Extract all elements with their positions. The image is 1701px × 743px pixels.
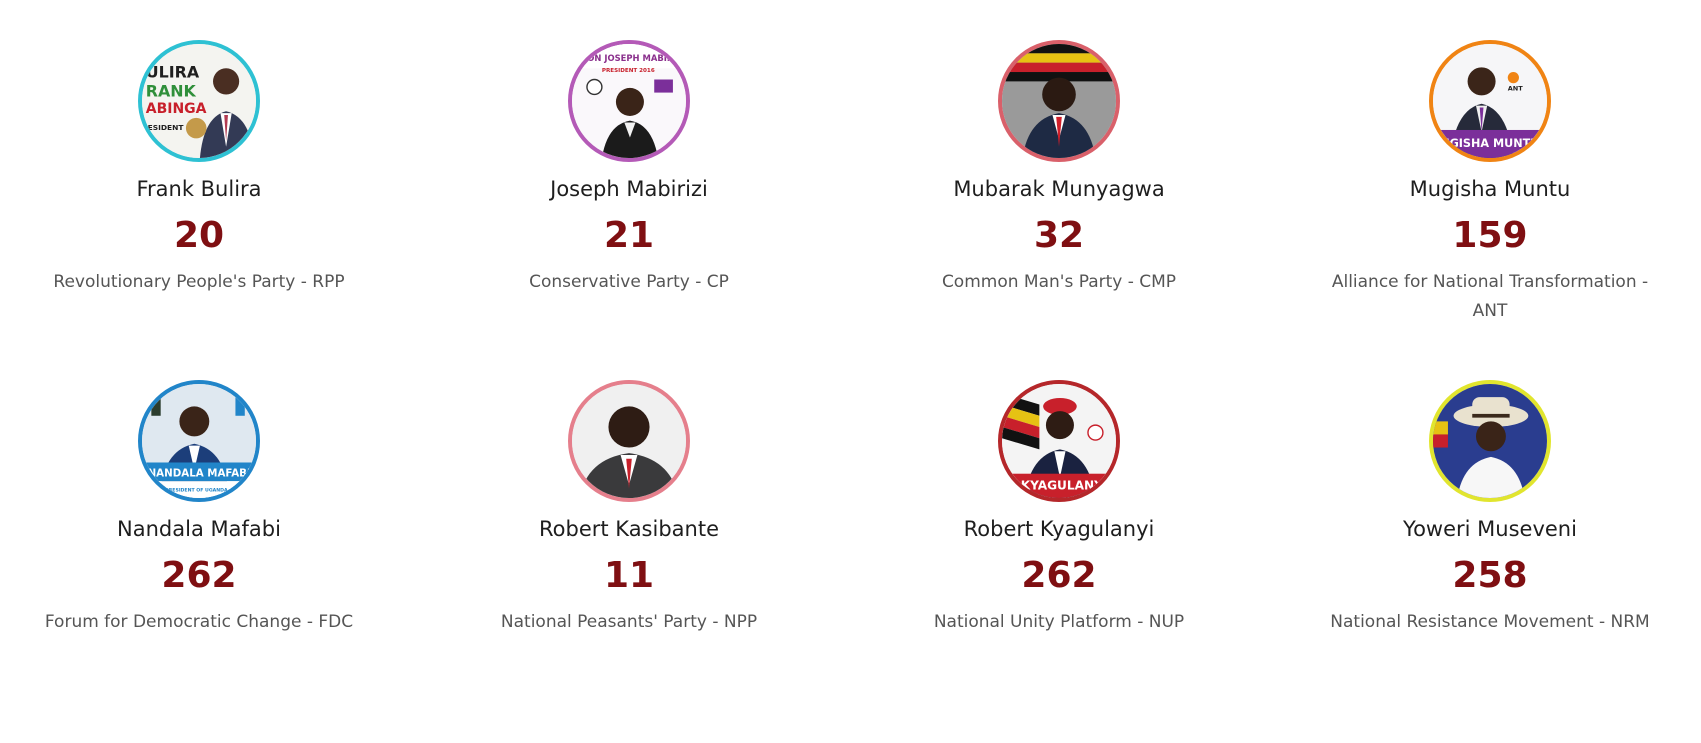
candidate-name: Yoweri Museveni <box>1403 517 1577 541</box>
svg-text:ESIDENT: ESIDENT <box>148 123 185 132</box>
candidate-card: Yoweri Museveni 258 National Resistance … <box>1275 380 1701 637</box>
candidate-party: Forum for Democratic Change - FDC <box>44 612 354 632</box>
candidate-party: Common Man's Party - CMP <box>941 272 1177 292</box>
candidate-votes: 32 <box>1033 215 1085 256</box>
poster-image <box>1433 384 1547 498</box>
candidate-card: ULIRA RANK ABINGA ESIDENT Frank Bulira 2… <box>0 40 414 297</box>
candidate-photo <box>1429 380 1551 502</box>
candidate-name: Frank Bulira <box>136 177 262 201</box>
poster-image: ULIRA RANK ABINGA ESIDENT <box>142 44 256 158</box>
candidate-photo: LTON JOSEPH MABIRI PRESIDENT 2016 <box>568 40 690 162</box>
svg-text:RANK: RANK <box>146 81 197 100</box>
candidate-card: NANDALA MAFABI FDC PRESIDENT OF UGANDA N… <box>0 380 414 637</box>
candidate-votes: 262 <box>1021 555 1097 596</box>
candidate-votes: 262 <box>161 555 237 596</box>
candidate-party: National Unity Platform - NUP <box>933 612 1185 632</box>
candidate-name: Nandala Mafabi <box>117 517 281 541</box>
candidate-party: National Resistance Movement - NRM <box>1330 612 1650 632</box>
candidate-name: Robert Kasibante <box>539 517 719 541</box>
poster-image <box>572 384 686 498</box>
candidate-photo <box>568 380 690 502</box>
candidate-votes: 20 <box>173 215 225 256</box>
candidate-name: Mugisha Muntu <box>1409 177 1571 201</box>
poster-image <box>1002 44 1116 158</box>
candidate-name: Joseph Mabirizi <box>550 177 708 201</box>
candidate-party: Alliance for National Transformation - A… <box>1331 272 1649 321</box>
poster-image: LTON JOSEPH MABIRI PRESIDENT 2016 <box>572 44 686 158</box>
svg-text:PRESIDENT 2016: PRESIDENT 2016 <box>602 68 655 74</box>
poster-image: NANDALA MAFABI FDC PRESIDENT OF UGANDA <box>142 384 256 498</box>
svg-text:UGISHA MUNTU: UGISHA MUNTU <box>1440 137 1539 150</box>
candidate-photo: ULIRA RANK ABINGA ESIDENT <box>138 40 260 162</box>
candidate-party: Revolutionary People's Party - RPP <box>53 272 345 292</box>
poster-image: KYAGULANYI <box>1002 384 1116 498</box>
candidate-card: LTON JOSEPH MABIRI PRESIDENT 2016 Joseph… <box>414 40 844 297</box>
svg-text:FDC PRESIDENT OF UGANDA: FDC PRESIDENT OF UGANDA <box>153 487 228 493</box>
candidate-votes: 21 <box>603 215 655 256</box>
candidate-votes: 11 <box>603 555 655 596</box>
candidate-card: KYAGULANYI Robert Kyagulanyi 262 Nationa… <box>844 380 1274 637</box>
candidate-party: National Peasants' Party - NPP <box>500 612 758 632</box>
candidate-name: Mubarak Munyagwa <box>953 177 1165 201</box>
candidate-votes: 258 <box>1452 555 1528 596</box>
candidate-photo <box>998 40 1120 162</box>
candidate-card: ANT UGISHA MUNTU Mugisha Muntu 159 Allia… <box>1275 40 1701 326</box>
svg-text:ANT: ANT <box>1508 85 1524 93</box>
candidate-card: Robert Kasibante 11 National Peasants' P… <box>414 380 844 637</box>
candidate-party: Conservative Party - CP <box>529 272 729 292</box>
candidate-photo: NANDALA MAFABI FDC PRESIDENT OF UGANDA <box>138 380 260 502</box>
svg-text:ABINGA: ABINGA <box>146 101 207 117</box>
candidate-name: Robert Kyagulanyi <box>963 517 1155 541</box>
candidate-photo: KYAGULANYI <box>998 380 1120 502</box>
svg-text:LTON JOSEPH MABIRI: LTON JOSEPH MABIRI <box>578 53 677 63</box>
poster-image: ANT UGISHA MUNTU <box>1433 44 1547 158</box>
candidate-card: Mubarak Munyagwa 32 Common Man's Party -… <box>844 40 1274 297</box>
candidate-votes: 159 <box>1452 215 1528 256</box>
svg-text:ULIRA: ULIRA <box>146 63 200 82</box>
candidate-photo: ANT UGISHA MUNTU <box>1429 40 1551 162</box>
svg-text:KYAGULANYI: KYAGULANYI <box>1021 479 1108 493</box>
svg-text:NANDALA MAFABI: NANDALA MAFABI <box>148 468 251 480</box>
